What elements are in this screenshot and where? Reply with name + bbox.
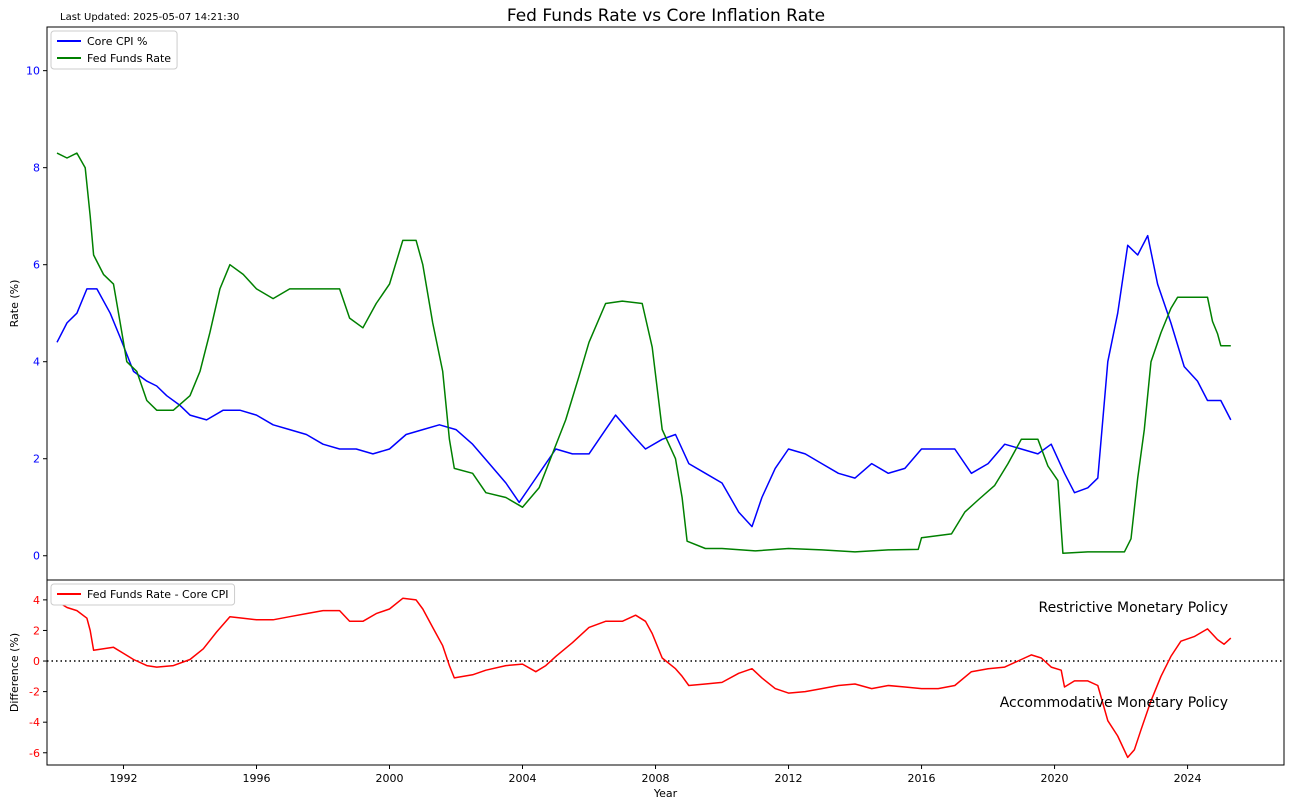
x-tick-label: 1992 bbox=[109, 772, 137, 785]
bottom-y-tick-label: -4 bbox=[29, 716, 40, 729]
top-y-axis-label: Rate (%) bbox=[8, 280, 21, 328]
chart-title: Fed Funds Rate vs Core Inflation Rate bbox=[507, 6, 825, 26]
top-legend: Core CPI % Fed Funds Rate bbox=[50, 30, 178, 70]
bottom-axes-frame bbox=[46, 579, 1285, 766]
top-y-tick-label: 10 bbox=[26, 65, 40, 78]
bottom-y-tick-label: 2 bbox=[33, 624, 40, 637]
top-panel: 0 2 4 6 8 10 Rate (%) Core CPI % Fed Funds Ra… bbox=[8, 26, 1285, 581]
x-tick-label: 2004 bbox=[509, 772, 537, 785]
bottom-panel: -6 -4 -2 0 2 4 1992 1996 2000 2004 2008 2012 2016 20… bbox=[8, 579, 1285, 800]
bottom-y-tick-label: -6 bbox=[29, 747, 40, 760]
x-tick-label: 2020 bbox=[1041, 772, 1069, 785]
bottom-legend-box bbox=[50, 583, 236, 606]
x-tick-label: 2024 bbox=[1174, 772, 1202, 785]
bottom-y-tick-label: -2 bbox=[29, 686, 40, 699]
bottom-y-tick-label: 0 bbox=[33, 655, 40, 668]
bottom-y-axis-label: Difference (%) bbox=[8, 633, 21, 712]
series-line-core-cpi bbox=[56, 234, 1232, 528]
restrictive-annotation: Restrictive Monetary Policy bbox=[1038, 600, 1228, 616]
top-y-tick-label: 8 bbox=[33, 162, 40, 175]
top-axes-frame bbox=[46, 26, 1285, 581]
x-tick-label: 2008 bbox=[642, 772, 670, 785]
x-tick-label: 2012 bbox=[775, 772, 803, 785]
top-legend-box bbox=[50, 30, 178, 70]
top-y-tick-label: 0 bbox=[33, 550, 40, 563]
series-line-fed-funds-rate-core-cpi bbox=[56, 597, 1232, 759]
accommodative-annotation: Accommodative Monetary Policy bbox=[1000, 695, 1228, 711]
legend-label-core-cpi: Core CPI % bbox=[87, 35, 147, 48]
top-y-tick-label: 4 bbox=[33, 356, 40, 369]
x-axis-label: Year bbox=[653, 787, 678, 800]
series-line-fed-funds-rate bbox=[56, 152, 1231, 555]
top-y-tick-label: 2 bbox=[33, 453, 40, 466]
bottom-y-tick-label: 4 bbox=[33, 594, 40, 607]
last-updated-label: Last Updated: 2025-05-07 14:21:30 bbox=[60, 12, 239, 23]
legend-label-fed-funds: Fed Funds Rate bbox=[87, 52, 171, 65]
x-tick-label: 1996 bbox=[242, 772, 270, 785]
x-tick-label: 2000 bbox=[376, 772, 404, 785]
bottom-legend: Fed Funds Rate - Core CPI bbox=[50, 583, 236, 606]
legend-label-difference: Fed Funds Rate - Core CPI bbox=[87, 588, 229, 601]
x-tick-label: 2016 bbox=[908, 772, 936, 785]
top-y-tick-label: 6 bbox=[33, 259, 40, 272]
